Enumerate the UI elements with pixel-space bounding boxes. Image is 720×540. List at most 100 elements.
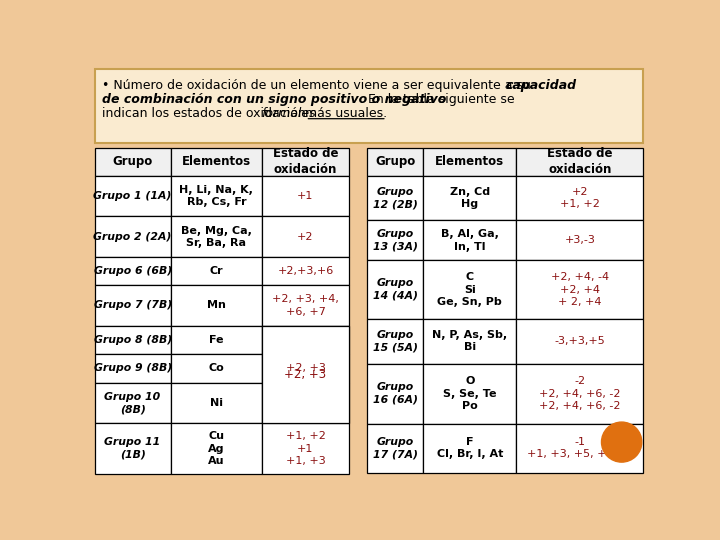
Bar (423, 363, 516, 423)
Bar (516, 363, 644, 423)
Bar (94, 354, 171, 383)
Bar (262, 176, 349, 217)
Text: +2: +2 (297, 232, 314, 242)
Bar (171, 383, 262, 423)
Text: +1, +2
+1
+1, +3: +1, +2 +1 +1, +3 (286, 431, 325, 466)
Text: Grupo 7 (7B): Grupo 7 (7B) (94, 300, 172, 310)
Bar (423, 220, 516, 260)
Bar (171, 176, 262, 217)
Text: Grupo 10
(8B): Grupo 10 (8B) (104, 392, 161, 414)
Bar (516, 220, 644, 260)
Bar (516, 423, 644, 473)
Text: Elementos: Elementos (181, 156, 251, 168)
Text: Grupo
12 (2B): Grupo 12 (2B) (373, 187, 418, 209)
Bar (262, 326, 349, 423)
Text: B, Al, Ga,
In, Tl: B, Al, Ga, In, Tl (441, 229, 499, 252)
Bar (262, 148, 349, 176)
Text: Grupo
13 (3A): Grupo 13 (3A) (373, 229, 418, 252)
Bar (94, 148, 171, 176)
Text: -3,+3,+5: -3,+3,+5 (554, 336, 606, 346)
Bar (94, 383, 171, 423)
Bar (262, 354, 349, 383)
Text: O
S, Se, Te
Po: O S, Se, Te Po (443, 376, 497, 411)
Text: +2, +4, -4
+2, +4
+ 2, +4: +2, +4, -4 +2, +4 + 2, +4 (551, 272, 609, 307)
Text: formales: formales (261, 107, 316, 120)
Bar (516, 319, 644, 363)
Text: Zn, Cd
Hg: Zn, Cd Hg (450, 187, 490, 209)
Text: indican los estados de oxidación: indican los estados de oxidación (102, 107, 310, 120)
Text: Grupo 1 (1A): Grupo 1 (1A) (94, 191, 172, 201)
Bar (94, 285, 171, 326)
Text: +2, +3: +2, +3 (284, 368, 326, 381)
Text: Cr: Cr (210, 266, 223, 276)
Text: Grupo 9 (8B): Grupo 9 (8B) (94, 363, 172, 373)
Text: Grupo
14 (4A): Grupo 14 (4A) (373, 279, 418, 301)
Text: +3,-3: +3,-3 (564, 235, 595, 245)
Bar (171, 257, 262, 285)
Bar (94, 176, 171, 217)
Bar (516, 260, 644, 319)
Text: de combinación con un signo positivo o negativo: de combinación con un signo positivo o n… (102, 93, 447, 106)
Bar (516, 176, 644, 220)
Text: Mn: Mn (207, 300, 226, 310)
Bar (423, 176, 516, 220)
Bar (367, 319, 423, 363)
Text: +2, +3, +4,
+6, +7: +2, +3, +4, +6, +7 (272, 294, 339, 316)
Text: C
Si
Ge, Sn, Pb: C Si Ge, Sn, Pb (437, 272, 502, 307)
Text: Co: Co (209, 363, 224, 373)
Text: Grupo 11
(1B): Grupo 11 (1B) (104, 437, 161, 460)
Bar (262, 217, 349, 257)
Bar (423, 148, 516, 176)
Text: Ni: Ni (210, 398, 222, 408)
Bar (367, 363, 423, 423)
Text: +2,+3,+6: +2,+3,+6 (277, 266, 333, 276)
Bar (171, 354, 262, 383)
Text: H, Li, Na, K,
Rb, Cs, Fr: H, Li, Na, K, Rb, Cs, Fr (179, 185, 253, 207)
Text: más usuales.: más usuales. (305, 107, 387, 120)
Bar (516, 148, 644, 176)
Text: Grupo 6 (6B): Grupo 6 (6B) (94, 266, 172, 276)
Text: +2, +3: +2, +3 (286, 363, 325, 373)
Text: Grupo: Grupo (112, 156, 153, 168)
Text: Grupo 2 (2A): Grupo 2 (2A) (94, 232, 172, 242)
Bar (171, 423, 262, 475)
Text: Grupo
15 (5A): Grupo 15 (5A) (373, 330, 418, 353)
Bar (367, 220, 423, 260)
Bar (367, 423, 423, 473)
Circle shape (601, 422, 642, 462)
Text: Grupo
17 (7A): Grupo 17 (7A) (373, 437, 418, 460)
Bar (367, 260, 423, 319)
Bar (262, 383, 349, 423)
Bar (171, 285, 262, 326)
Text: • Número de oxidación de un elemento viene a ser equivalente a su: • Número de oxidación de un elemento vie… (102, 79, 535, 92)
Bar (423, 260, 516, 319)
Text: Grupo: Grupo (375, 156, 415, 168)
Text: Cu
Ag
Au: Cu Ag Au (208, 431, 225, 466)
Text: +1: +1 (297, 191, 314, 201)
Bar (171, 148, 262, 176)
Bar (262, 326, 349, 354)
Text: N, P, As, Sb,
Bi: N, P, As, Sb, Bi (432, 330, 508, 353)
Bar (171, 326, 262, 354)
Text: -2
+2, +4, +6, -2
+2, +4, +6, -2: -2 +2, +4, +6, -2 +2, +4, +6, -2 (539, 376, 621, 411)
Bar (367, 176, 423, 220)
Bar (367, 148, 423, 176)
Bar (94, 257, 171, 285)
Text: Estado de
oxidación: Estado de oxidación (273, 147, 338, 177)
Bar (94, 70, 644, 143)
Bar (262, 285, 349, 326)
Bar (423, 423, 516, 473)
Bar (94, 326, 171, 354)
Text: Estado de
oxidación: Estado de oxidación (547, 147, 613, 177)
Text: Fe: Fe (209, 335, 224, 345)
Text: +2
+1, +2: +2 +1, +2 (560, 187, 600, 209)
Bar (94, 423, 171, 475)
Bar (94, 217, 171, 257)
Text: Be, Mg, Ca,
Sr, Ba, Ra: Be, Mg, Ca, Sr, Ba, Ra (181, 226, 252, 248)
Bar (262, 257, 349, 285)
Text: Grupo
16 (6A): Grupo 16 (6A) (373, 382, 418, 405)
Text: . En la tabla siguiente se: . En la tabla siguiente se (361, 93, 515, 106)
Text: capacidad: capacidad (505, 79, 577, 92)
Text: Elementos: Elementos (435, 156, 504, 168)
Text: F
Cl, Br, I, At: F Cl, Br, I, At (436, 437, 503, 460)
